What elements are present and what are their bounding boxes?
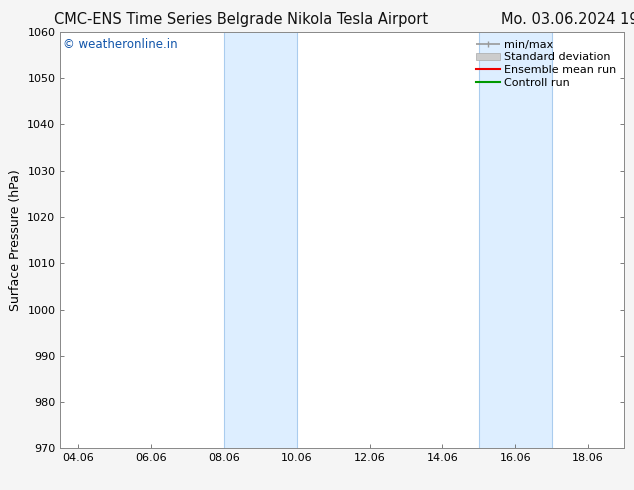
Legend: min/max, Standard deviation, Ensemble mean run, Controll run: min/max, Standard deviation, Ensemble me… — [474, 37, 619, 90]
Text: Mo. 03.06.2024 19 UTC: Mo. 03.06.2024 19 UTC — [501, 12, 634, 27]
Bar — [479, 32, 552, 448]
Text: © weatheronline.in: © weatheronline.in — [63, 38, 178, 51]
Bar — [224, 32, 297, 448]
Y-axis label: Surface Pressure (hPa): Surface Pressure (hPa) — [9, 169, 22, 311]
Text: CMC-ENS Time Series Belgrade Nikola Tesla Airport: CMC-ENS Time Series Belgrade Nikola Tesl… — [54, 12, 428, 27]
